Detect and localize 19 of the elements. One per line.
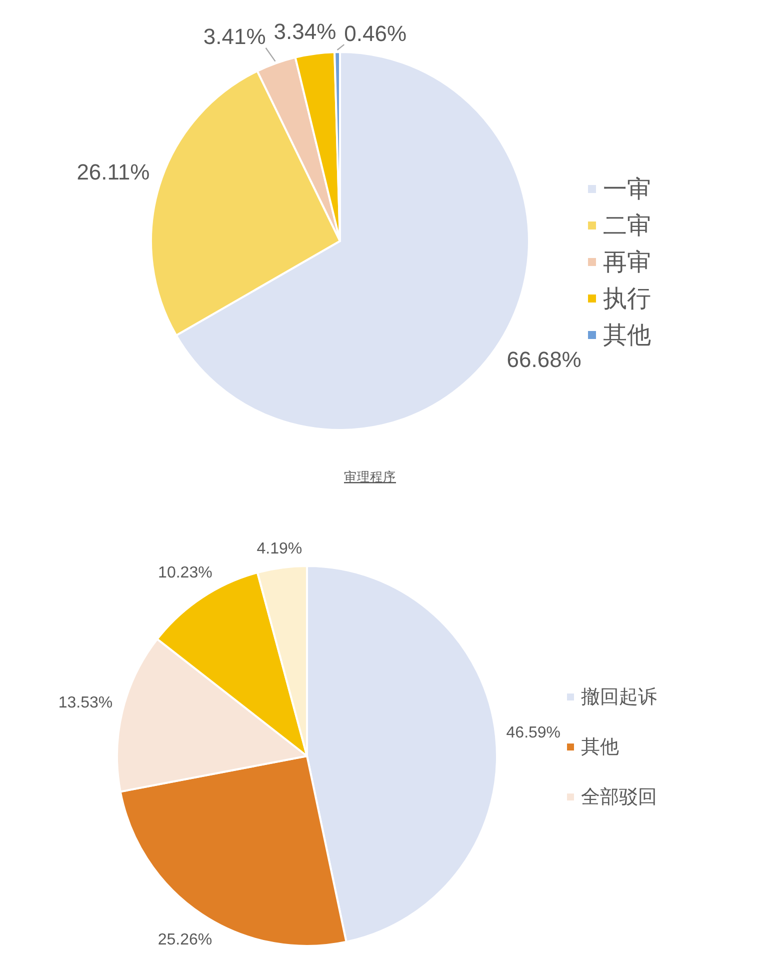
legend-label: 再审 <box>603 248 651 276</box>
data-label: 13.53% <box>58 694 113 711</box>
data-label: 10.23% <box>158 564 212 581</box>
data-label: 3.34% <box>274 18 336 44</box>
legend-label: 二审 <box>603 212 651 239</box>
legend-label: 撤回起诉 <box>581 686 657 708</box>
data-label: 3.41% <box>203 24 266 49</box>
legend-label: 其他 <box>581 736 619 758</box>
data-label: 0.46% <box>344 20 407 46</box>
data-label: 66.68% <box>506 346 582 372</box>
data-label: 46.59% <box>506 724 561 741</box>
legend-label: 其他 <box>603 322 651 348</box>
data-label: 4.19% <box>256 540 302 557</box>
legend-label: 全部驳回 <box>581 786 657 808</box>
legend-label: 一审 <box>603 176 651 202</box>
text: 审理程序 <box>344 469 396 484</box>
legend-label: 执行 <box>603 285 651 312</box>
data-label: 25.26% <box>158 930 212 948</box>
data-label: 26.11% <box>76 158 150 184</box>
